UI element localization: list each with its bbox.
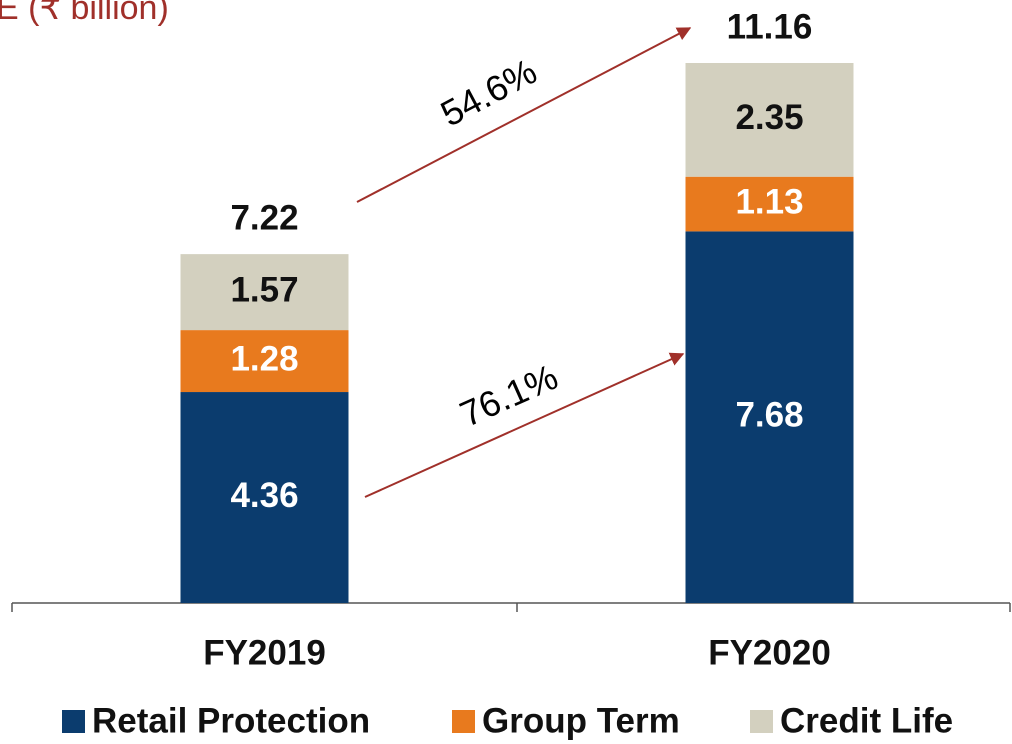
x-tick-label: FY2019 xyxy=(203,633,326,672)
legend-swatch xyxy=(452,710,475,733)
value-label: 7.68 xyxy=(735,395,803,434)
value-label: 1.13 xyxy=(735,182,803,221)
value-label: 1.57 xyxy=(230,270,298,309)
bar-segment xyxy=(685,63,854,177)
total-label: 11.16 xyxy=(727,7,813,46)
bar-segment xyxy=(180,392,349,603)
growth-arrow xyxy=(364,352,685,498)
value-label: 2.35 xyxy=(735,98,803,137)
bar-segment xyxy=(180,330,349,393)
x-tick-label: FY2020 xyxy=(708,633,831,672)
value-label: 1.28 xyxy=(230,339,298,378)
legend-label: Credit Life xyxy=(780,701,953,740)
chart-title: E (₹ billion) xyxy=(0,0,169,27)
growth-label: 76.1% xyxy=(454,356,564,435)
total-label: 7.22 xyxy=(230,198,298,237)
legend-swatch xyxy=(62,710,85,733)
value-label: 4.36 xyxy=(230,476,298,515)
legend-swatch xyxy=(750,710,773,733)
legend-label: Group Term xyxy=(482,701,680,740)
bar-segment xyxy=(685,231,854,604)
legend-label: Retail Protection xyxy=(92,701,370,740)
bar-segment xyxy=(685,176,854,232)
growth-arrow xyxy=(356,27,692,203)
bar-segment xyxy=(180,254,349,331)
growth-label: 54.6% xyxy=(434,50,543,134)
